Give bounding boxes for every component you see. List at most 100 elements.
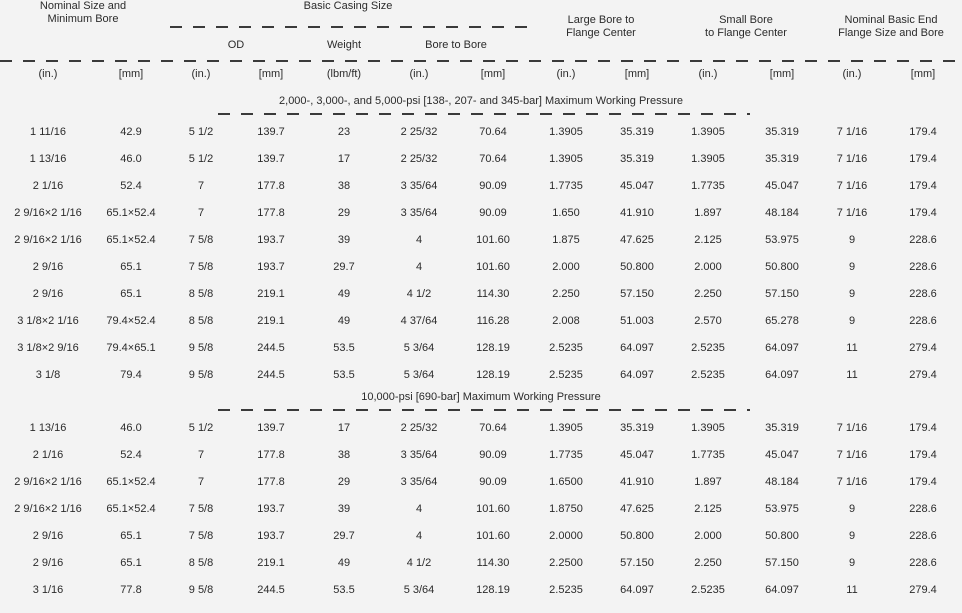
- cell: 65.1×52.4: [106, 502, 156, 515]
- cell: 128.19: [476, 583, 510, 596]
- cell: 46.0: [120, 421, 142, 434]
- cell: 52.4: [120, 179, 142, 192]
- cell: 65.1×52.4: [106, 206, 156, 219]
- cell: 101.60: [476, 260, 510, 273]
- cell: 7 1/16: [836, 179, 868, 192]
- cell: 2.250: [552, 287, 580, 300]
- subcol-od: OD: [227, 39, 245, 51]
- cell: 2.5235: [691, 583, 725, 596]
- section-title: 10,000-psi [690-bar] Maximum Working Pre…: [361, 391, 601, 403]
- cell: 35.319: [765, 152, 799, 165]
- cell: 228.6: [909, 287, 937, 300]
- cell: 79.4: [120, 368, 142, 381]
- cell: 35.319: [620, 125, 654, 138]
- cell: 139.7: [257, 421, 285, 434]
- table-row: 2 9/16 65.1 8 5/8 219.1 49 4 1/2 114.30 2.250 57…: [0, 280, 962, 307]
- cell: 2 25/32: [400, 152, 438, 165]
- cell: 52.4: [120, 448, 142, 461]
- cell: 1.875: [552, 233, 580, 246]
- cell: 64.097: [765, 583, 799, 596]
- unit-label: (in.): [556, 68, 576, 80]
- cell: 49: [337, 287, 351, 300]
- cell: 57.150: [765, 287, 799, 300]
- cell: 7: [197, 179, 205, 192]
- cell: 65.1: [120, 556, 142, 569]
- unit-label: (in.): [698, 68, 718, 80]
- cell: 70.64: [479, 152, 507, 165]
- cell: 65.1×52.4: [106, 233, 156, 246]
- cell: 2.5235: [549, 341, 583, 354]
- cell: 139.7: [257, 125, 285, 138]
- cell: 4: [415, 233, 423, 246]
- cell: 8 5/8: [188, 556, 214, 569]
- cell: 49: [337, 314, 351, 327]
- cell: 219.1: [257, 556, 285, 569]
- cell: 279.4: [909, 368, 937, 381]
- cell: 2.5235: [691, 341, 725, 354]
- table-row: 2 1/16 52.4 7 177.8 38 3 35/64 90.09 1.7735 45.0…: [0, 441, 962, 468]
- unit-label: [mm]: [480, 68, 506, 80]
- cell: 1.6500: [549, 475, 583, 488]
- rule-header-separator: [0, 60, 962, 62]
- cell: 4: [415, 529, 423, 542]
- table-row: 1 11/16 42.9 5 1/2 139.7 23 2 25/32 70.64 1.390…: [0, 118, 962, 145]
- cell: 179.4: [909, 152, 937, 165]
- cell: 2.008: [552, 314, 580, 327]
- cell: 2 9/16×2 1/16: [14, 502, 82, 515]
- cell: 1.3905: [691, 125, 725, 138]
- cell: 2 9/16×2 1/16: [14, 233, 82, 246]
- cell: 1.3905: [549, 125, 583, 138]
- cell: 5 1/2: [188, 152, 214, 165]
- cell: 4 1/2: [406, 556, 432, 569]
- cell: 17: [337, 152, 351, 165]
- cell: 4 37/64: [400, 314, 438, 327]
- cell: 39: [337, 233, 351, 246]
- cell: 1.3905: [691, 421, 725, 434]
- section-high-pressure: 10,000-psi [690-bar] Maximum Working Pre…: [0, 390, 962, 603]
- cell: 65.1: [120, 529, 142, 542]
- cell: 101.60: [476, 502, 510, 515]
- cell: 177.8: [257, 179, 285, 192]
- cell: 193.7: [257, 233, 285, 246]
- cell: 64.097: [620, 341, 654, 354]
- cell: 2.5235: [549, 368, 583, 381]
- section-rows: 1 13/16 46.0 5 1/2 139.7 17 2 25/32 70.64 1.390…: [0, 414, 962, 603]
- cell: 90.09: [479, 448, 507, 461]
- cell: 193.7: [257, 502, 285, 515]
- cell: 177.8: [257, 206, 285, 219]
- cell: 2.570: [694, 314, 722, 327]
- cell: 9: [848, 233, 856, 246]
- cell: 41.910: [620, 475, 654, 488]
- col-group-nominal-size-line2: Minimum Bore: [47, 13, 119, 25]
- cell: 9 5/8: [188, 368, 214, 381]
- cell: 7 1/16: [836, 125, 868, 138]
- cell: 90.09: [479, 206, 507, 219]
- cell: 53.5: [333, 341, 355, 354]
- cell: 35.319: [620, 152, 654, 165]
- cell: 7: [197, 206, 205, 219]
- cell: 3 35/64: [400, 206, 438, 219]
- table-row: 2 1/16 52.4 7 177.8 38 3 35/64 90.09 1.7735 45.0…: [0, 172, 962, 199]
- cell: 2 9/16: [32, 260, 64, 273]
- cell: 53.5: [333, 368, 355, 381]
- cell: 2.000: [552, 260, 580, 273]
- cell: 3 35/64: [400, 179, 438, 192]
- cell: 8 5/8: [188, 314, 214, 327]
- cell: 3 35/64: [400, 448, 438, 461]
- cell: 1.8750: [549, 502, 583, 515]
- cell: 35.319: [765, 125, 799, 138]
- cell: 228.6: [909, 233, 937, 246]
- cell: 2 9/16: [32, 556, 64, 569]
- cell: 3 1/8: [35, 368, 61, 381]
- cell: 179.4: [909, 179, 937, 192]
- cell: 2.125: [694, 502, 722, 515]
- cell: 50.800: [620, 529, 654, 542]
- cell: 38: [337, 448, 351, 461]
- cell: 228.6: [909, 260, 937, 273]
- unit-label: [mm]: [769, 68, 795, 80]
- unit-label: (in.): [409, 68, 429, 80]
- cell: 50.800: [765, 260, 799, 273]
- cell: 228.6: [909, 314, 937, 327]
- rule-under-basic-casing: [170, 26, 530, 28]
- cell: 2 9/16×2 1/16: [14, 475, 82, 488]
